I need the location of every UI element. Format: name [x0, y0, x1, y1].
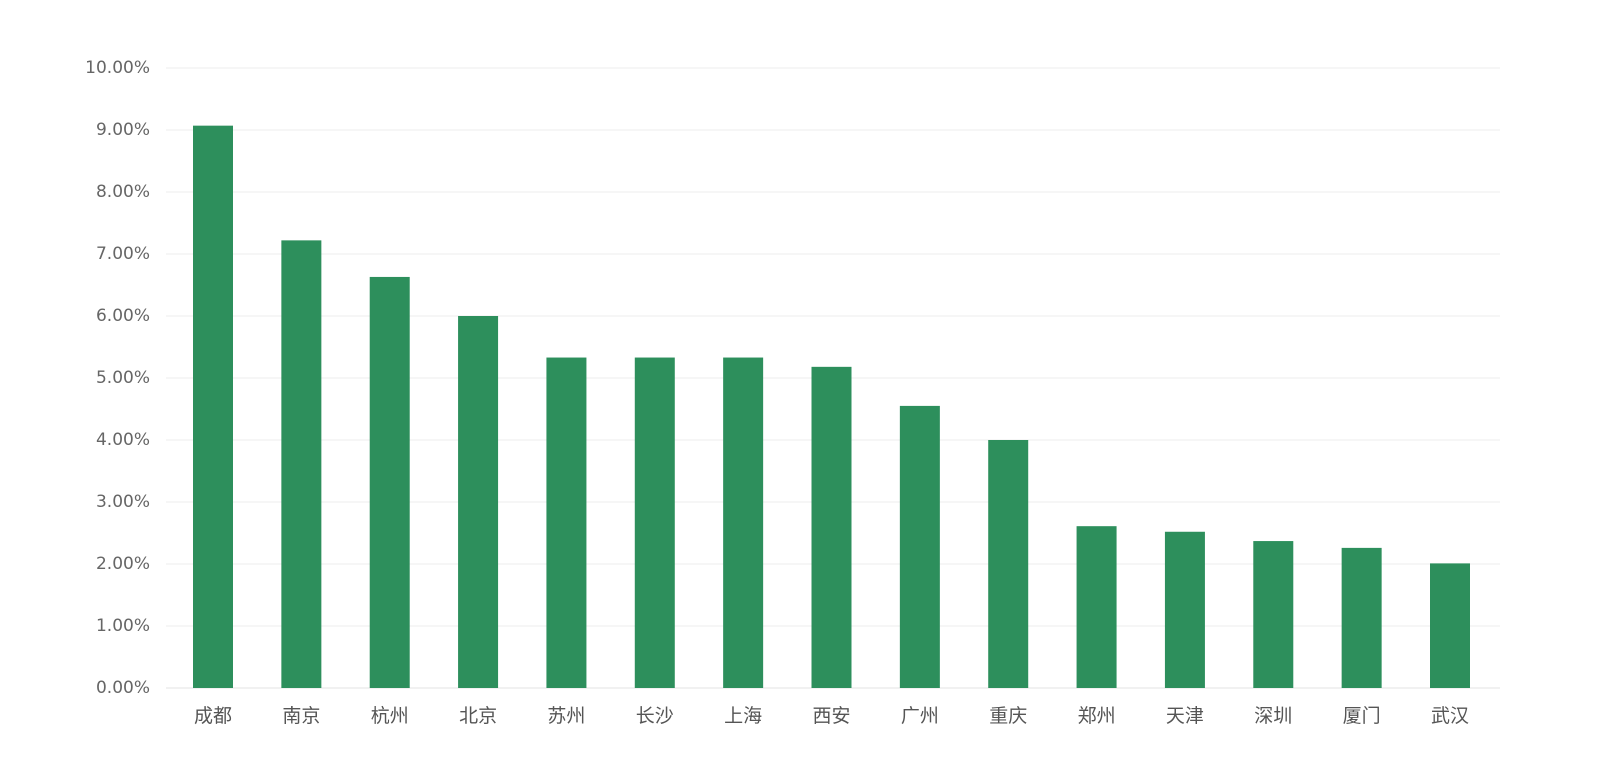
bar-重庆[interactable]: [988, 440, 1029, 688]
x-tick-label: 上海: [724, 705, 762, 727]
bar-西安[interactable]: [811, 366, 852, 688]
bar-深圳[interactable]: [1253, 541, 1294, 688]
y-tick-label: 10.00%: [85, 58, 150, 78]
x-tick-label: 厦门: [1343, 705, 1381, 727]
x-tick-label: 西安: [812, 705, 850, 727]
x-tick-label: 武汉: [1431, 705, 1469, 727]
x-tick-label: 郑州: [1078, 705, 1116, 727]
bar-苏州[interactable]: [546, 357, 587, 688]
x-tick-label: 天津: [1166, 705, 1204, 727]
y-tick-label: 0.00%: [96, 678, 150, 698]
x-tick-label: 深圳: [1254, 705, 1292, 727]
bar-杭州[interactable]: [369, 276, 410, 688]
y-tick-label: 4.00%: [96, 430, 150, 450]
bar-北京[interactable]: [458, 316, 499, 688]
x-tick-label: 杭州: [371, 705, 409, 727]
y-tick-label: 7.00%: [96, 244, 150, 264]
bar-武汉[interactable]: [1430, 563, 1470, 688]
bar-成都[interactable]: [193, 125, 233, 688]
y-tick-label: 9.00%: [96, 120, 150, 140]
x-tick-label: 重庆: [989, 705, 1027, 727]
bar-上海[interactable]: [723, 357, 764, 688]
bar-天津[interactable]: [1164, 531, 1205, 688]
y-tick-label: 8.00%: [96, 182, 150, 202]
bar-广州[interactable]: [899, 405, 940, 688]
x-tick-label: 成都: [194, 705, 232, 727]
bar-长沙[interactable]: [634, 357, 675, 688]
bars: [193, 125, 1470, 689]
bar-郑州[interactable]: [1076, 526, 1117, 688]
x-tick-label: 广州: [901, 705, 939, 727]
y-axis-ticks: 0.00% 1.00% 2.00% 3.00% 4.00% 5.00% 6.00% 7.00%…: [85, 58, 150, 698]
x-axis-ticks: 成都 南京 杭州 北京 苏州 长沙 上海 西安 广州 重庆 郑州 天津 深圳 厦门 武汉: [194, 705, 1469, 727]
y-tick-label: 2.00%: [96, 554, 150, 574]
x-tick-label: 北京: [459, 705, 497, 727]
y-tick-label: 5.00%: [96, 368, 150, 388]
y-tick-label: 6.00%: [96, 306, 150, 326]
x-tick-label: 南京: [282, 705, 320, 727]
bar-南京[interactable]: [281, 240, 322, 689]
x-tick-label: 长沙: [636, 705, 674, 727]
bar-厦门[interactable]: [1341, 547, 1382, 688]
y-tick-label: 1.00%: [96, 616, 150, 636]
x-tick-label: 苏州: [547, 705, 585, 727]
y-tick-label: 3.00%: [96, 492, 150, 512]
